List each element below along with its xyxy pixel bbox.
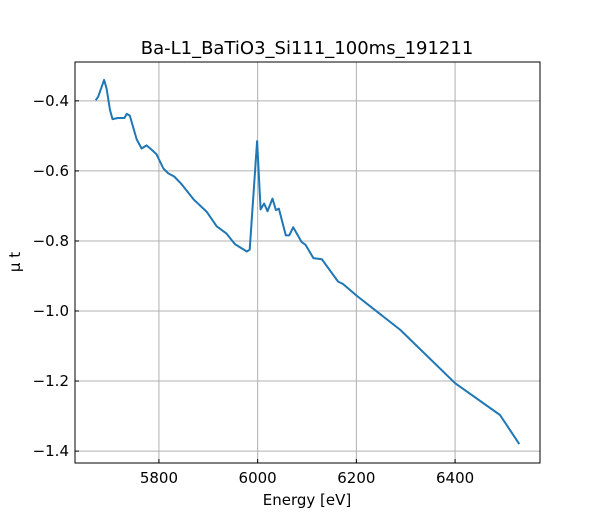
x-tick-label: 5800	[140, 469, 178, 487]
plot-frame	[74, 61, 541, 464]
y-axis-label: μ t	[6, 252, 24, 272]
y-tick-label: −1.4	[33, 442, 69, 460]
y-tick-label: −1.0	[33, 302, 69, 320]
y-tick-label: −0.4	[33, 92, 69, 110]
x-tick-label: 6200	[337, 469, 375, 487]
x-tick-label: 6000	[239, 469, 277, 487]
y-tick-label: −0.8	[33, 232, 69, 250]
series-line-mu-t	[94, 78, 521, 445]
grid	[75, 62, 540, 463]
y-tick-label: −1.2	[33, 372, 69, 390]
ticks: 5800 6000 6200 6400 −0.4 −0.6 −0.8 −1.0 −1.2 −1.4	[33, 92, 475, 487]
y-tick-label: −0.6	[33, 162, 69, 180]
chart-title: Ba-L1_BaTiO3_Si111_100ms_191211	[141, 38, 474, 59]
x-axis-label: Energy [eV]	[263, 491, 351, 509]
x-tick-label: 6400	[436, 469, 474, 487]
